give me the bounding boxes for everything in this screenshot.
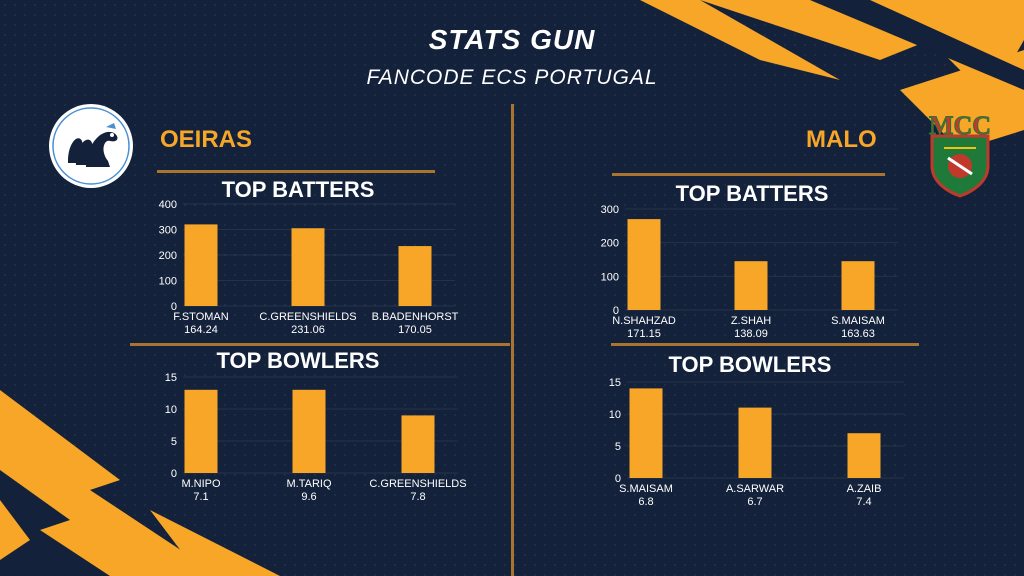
x-category-label: N.SHAHZAD <box>612 315 676 327</box>
section-title-malo-batters: TOP BATTERS <box>675 181 829 206</box>
bar <box>184 389 218 473</box>
x-category-sublabel: 9.6 <box>301 491 316 503</box>
x-category-sublabel: 171.15 <box>627 328 661 340</box>
x-category-label: Z.SHAH <box>731 315 771 327</box>
x-category-sublabel: 138.09 <box>734 328 768 340</box>
mcc-logo-text: MCC <box>929 111 991 140</box>
bar <box>738 407 772 478</box>
section-title-malo-bowlers: TOP BOWLERS <box>668 352 832 377</box>
bar <box>398 246 432 306</box>
y-tick-label: 400 <box>159 199 177 211</box>
bar <box>401 415 435 473</box>
x-category-sublabel: 7.1 <box>193 491 208 503</box>
x-category-sublabel: 6.8 <box>638 496 653 508</box>
x-category-label: C.GREENSHIELDS <box>259 311 356 323</box>
x-category-label: A.SARWAR <box>726 483 784 495</box>
bar <box>184 224 218 306</box>
orange-streak <box>700 0 1024 100</box>
x-category-label: M.NIPO <box>181 478 221 490</box>
y-tick-label: 15 <box>165 372 177 384</box>
x-category-label: M.TARIQ <box>286 478 331 490</box>
orange-streak <box>0 390 220 576</box>
y-tick-label: 0 <box>171 468 177 480</box>
y-tick-label: 10 <box>165 404 177 416</box>
x-category-sublabel: 7.4 <box>856 496 871 508</box>
x-category-sublabel: 7.8 <box>410 491 425 503</box>
y-tick-label: 0 <box>171 301 177 313</box>
bar <box>292 389 326 473</box>
x-category-sublabel: 163.63 <box>841 328 875 340</box>
x-category-label: A.ZAIB <box>847 483 882 495</box>
bar <box>627 219 661 310</box>
y-tick-label: 100 <box>601 271 619 283</box>
x-category-label: B.BADENHORST <box>372 311 459 323</box>
y-tick-label: 0 <box>613 305 619 317</box>
bar <box>629 388 663 478</box>
x-category-sublabel: 231.06 <box>291 324 325 336</box>
y-tick-label: 200 <box>601 238 619 250</box>
section-title-oeiras-batters: TOP BATTERS <box>221 177 375 202</box>
center-divider <box>511 104 514 576</box>
team-name-malo: MALO <box>806 126 877 153</box>
bar <box>847 433 881 478</box>
divider-line <box>611 343 919 346</box>
x-category-label: S.MAISAM <box>619 483 673 495</box>
orange-streak <box>150 510 280 576</box>
divider-line <box>130 343 510 346</box>
bar <box>734 261 768 310</box>
swan-icon <box>49 104 133 188</box>
y-tick-label: 0 <box>615 473 621 485</box>
y-tick-label: 5 <box>171 436 177 448</box>
section-title-oeiras-bowlers: TOP BOWLERS <box>216 348 380 373</box>
x-category-label: C.GREENSHIELDS <box>369 478 466 490</box>
bar <box>291 228 325 306</box>
x-category-sublabel: 170.05 <box>398 324 432 336</box>
orange-streak <box>810 0 1024 90</box>
orange-streak <box>0 470 110 576</box>
y-tick-label: 300 <box>159 225 177 237</box>
orange-streak <box>0 500 30 560</box>
x-category-label: F.STOMAN <box>173 311 228 323</box>
orange-streak <box>640 0 840 80</box>
y-tick-label: 300 <box>601 204 619 216</box>
y-tick-label: 15 <box>609 377 621 389</box>
y-tick-label: 10 <box>609 409 621 421</box>
divider-line <box>612 173 885 176</box>
team-name-oeiras: OEIRAS <box>160 126 253 153</box>
page-title: STATS GUN <box>428 24 596 55</box>
y-tick-label: 5 <box>615 441 621 453</box>
x-category-sublabel: 164.24 <box>184 324 218 336</box>
y-tick-label: 200 <box>159 250 177 262</box>
divider-line <box>157 170 435 173</box>
mcc-crest-icon: MCC <box>928 111 992 198</box>
x-category-sublabel: 6.7 <box>747 496 762 508</box>
bar <box>841 261 875 310</box>
y-tick-label: 100 <box>159 276 177 288</box>
page-subtitle: FANCODE ECS PORTUGAL <box>366 66 658 89</box>
x-category-label: S.MAISAM <box>831 315 885 327</box>
